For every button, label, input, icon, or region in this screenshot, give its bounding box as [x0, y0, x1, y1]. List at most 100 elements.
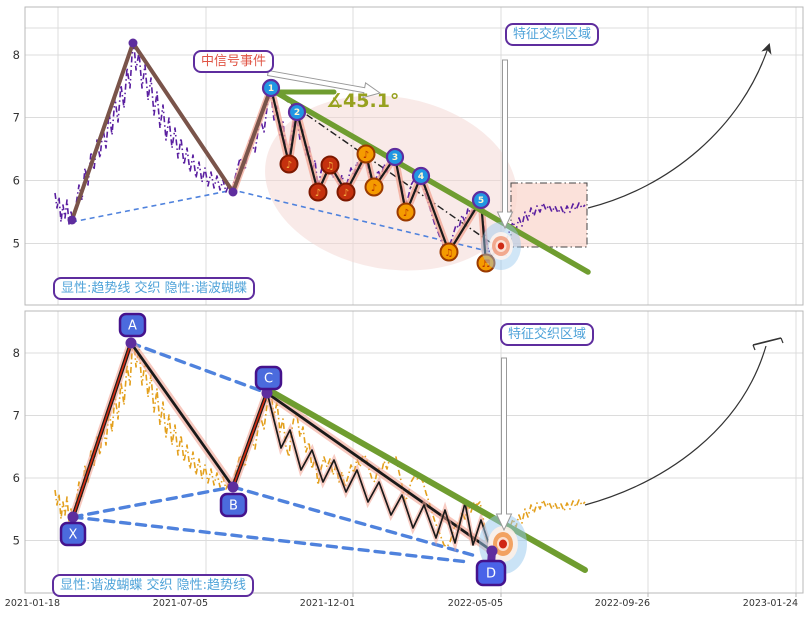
music-note-marker[interactable]: ♪ [356, 144, 376, 164]
harmonic-label-box [118, 312, 147, 338]
music-note-marker[interactable]: ♪ [364, 177, 384, 197]
music-note-icon: ♪ [403, 208, 409, 219]
harmonic-label-text: C [264, 372, 273, 387]
music-note-marker[interactable]: ♪ [336, 182, 356, 202]
hidden-wave-line [266, 391, 493, 554]
x-tick-label: 2022-05-05 [448, 598, 503, 609]
music-note-icon: ♪ [363, 150, 369, 161]
green-trendline-bottom [264, 386, 588, 573]
note-circle [336, 182, 356, 202]
wave-number-marker[interactable]: 5 [471, 190, 491, 210]
music-note-icon: ♪ [286, 160, 292, 171]
harmonic-label-A[interactable]: A [118, 312, 147, 338]
note-circle [356, 144, 376, 164]
y-tick-label: 5 [13, 237, 20, 251]
number-text: 5 [478, 196, 484, 206]
wave-number-marker[interactable]: 2 [287, 102, 307, 122]
wave-number-marker[interactable]: 1 [261, 78, 281, 98]
interweave-zone-ellipse [265, 95, 517, 271]
harmonic-label-box [475, 559, 507, 587]
harmonic-label-B[interactable]: B [219, 492, 248, 518]
target-zone-rect [510, 182, 588, 248]
x-tick-label: 2021-07-05 [153, 598, 208, 609]
trend-node-dot[interactable] [228, 187, 238, 197]
trend-node-dot[interactable] [128, 38, 138, 48]
trend-zigzag-line [70, 41, 273, 221]
y-tick-label: 5 [13, 534, 20, 548]
signal-event-label[interactable]: 中信号事件 [193, 50, 275, 73]
harmonic-label-box [59, 521, 87, 547]
music-note-icon: ♬ [482, 259, 491, 270]
number-text: 2 [294, 108, 300, 118]
number-text: 1 [268, 84, 274, 94]
y-tick-label: 8 [13, 346, 20, 360]
music-note-marker[interactable]: ♫ [439, 242, 459, 262]
music-note-marker[interactable]: ♬ [476, 253, 496, 273]
harmonic-label-X[interactable]: X [59, 521, 87, 547]
harmonic-dashed-B-D [231, 485, 478, 558]
number-text: 3 [392, 153, 398, 163]
music-note-icon: ♫ [445, 248, 454, 259]
x-tick-label: 2021-12-01 [300, 598, 355, 609]
harmonic-label-text: X [69, 528, 78, 543]
projection-curve-arrow [587, 42, 772, 209]
tbar-tick-left [752, 344, 756, 351]
tbar-cap [752, 337, 782, 346]
harmonic-label-text: A [128, 319, 137, 334]
x-tick-label: 2022-09-26 [595, 598, 650, 609]
x-tick-label: 2023-01-24 [743, 598, 798, 609]
feature-zone-label-bottom[interactable]: 特征交织区域 [500, 323, 595, 346]
y-tick-label: 6 [13, 471, 20, 485]
trend-node-dot[interactable] [67, 215, 77, 225]
music-note-marker[interactable]: ♫ [320, 155, 340, 175]
bullseye-ring [499, 539, 507, 549]
bullseye-target [481, 222, 521, 270]
feature-zone-label-top[interactable]: 特征交织区域 [505, 23, 600, 46]
harmonic-leg-CD [266, 391, 493, 553]
note-circle [476, 253, 496, 273]
legend-bottom-panel[interactable]: 显性:谐波蝴蝶 交织 隐性:趋势线 [52, 574, 255, 597]
music-note-icon: ♪ [343, 188, 349, 199]
note-circle [396, 202, 416, 222]
music-note-icon: ♪ [315, 188, 321, 199]
y-tick-label: 8 [13, 48, 20, 62]
y-tick-label: 7 [13, 111, 20, 125]
harmonic-leg-core-XA [72, 342, 132, 518]
number-circle [385, 147, 405, 167]
note-circle [308, 182, 328, 202]
outline-arrow [495, 357, 513, 532]
music-note-icon: ♫ [326, 161, 335, 172]
tbar-tick-right [780, 337, 784, 344]
note-circle [279, 154, 299, 174]
x-tick-label: 2021-01-18 [5, 598, 60, 609]
harmonic-dashed-X-D [71, 515, 470, 564]
number-circle [471, 190, 491, 210]
wave-number-marker[interactable]: 3 [385, 147, 405, 167]
bullseye-ring [497, 242, 505, 250]
number-circle [287, 102, 307, 122]
harmonic-point-A[interactable] [125, 337, 137, 349]
harmonic-point-D[interactable] [486, 545, 498, 557]
music-note-marker[interactable]: ♪ [308, 182, 328, 202]
outline-arrow [266, 69, 382, 99]
legend-top-panel[interactable]: 显性:趋势线 交织 隐性:谐波蝴蝶 [53, 277, 256, 300]
harmonic-label-C[interactable]: C [254, 365, 283, 391]
harmonic-dashed-A-C [129, 341, 269, 395]
harmonic-point-B[interactable] [227, 481, 239, 493]
note-circle [320, 155, 340, 175]
note-circle [364, 177, 384, 197]
music-note-marker[interactable]: ♪ [279, 154, 299, 174]
wave-number-marker[interactable]: 4 [411, 166, 431, 186]
number-text: 4 [418, 172, 424, 182]
angle-annotation: ∡45.1° [326, 90, 400, 112]
music-note-marker[interactable]: ♪ [396, 202, 416, 222]
harmonic-label-D[interactable]: D [475, 559, 507, 587]
number-circle [411, 166, 431, 186]
harmonic-label-text: B [229, 499, 238, 514]
outline-arrow [496, 59, 514, 230]
harmonic-point-X[interactable] [67, 511, 79, 523]
panel-border [24, 310, 804, 594]
green-trendline-top [269, 87, 591, 275]
